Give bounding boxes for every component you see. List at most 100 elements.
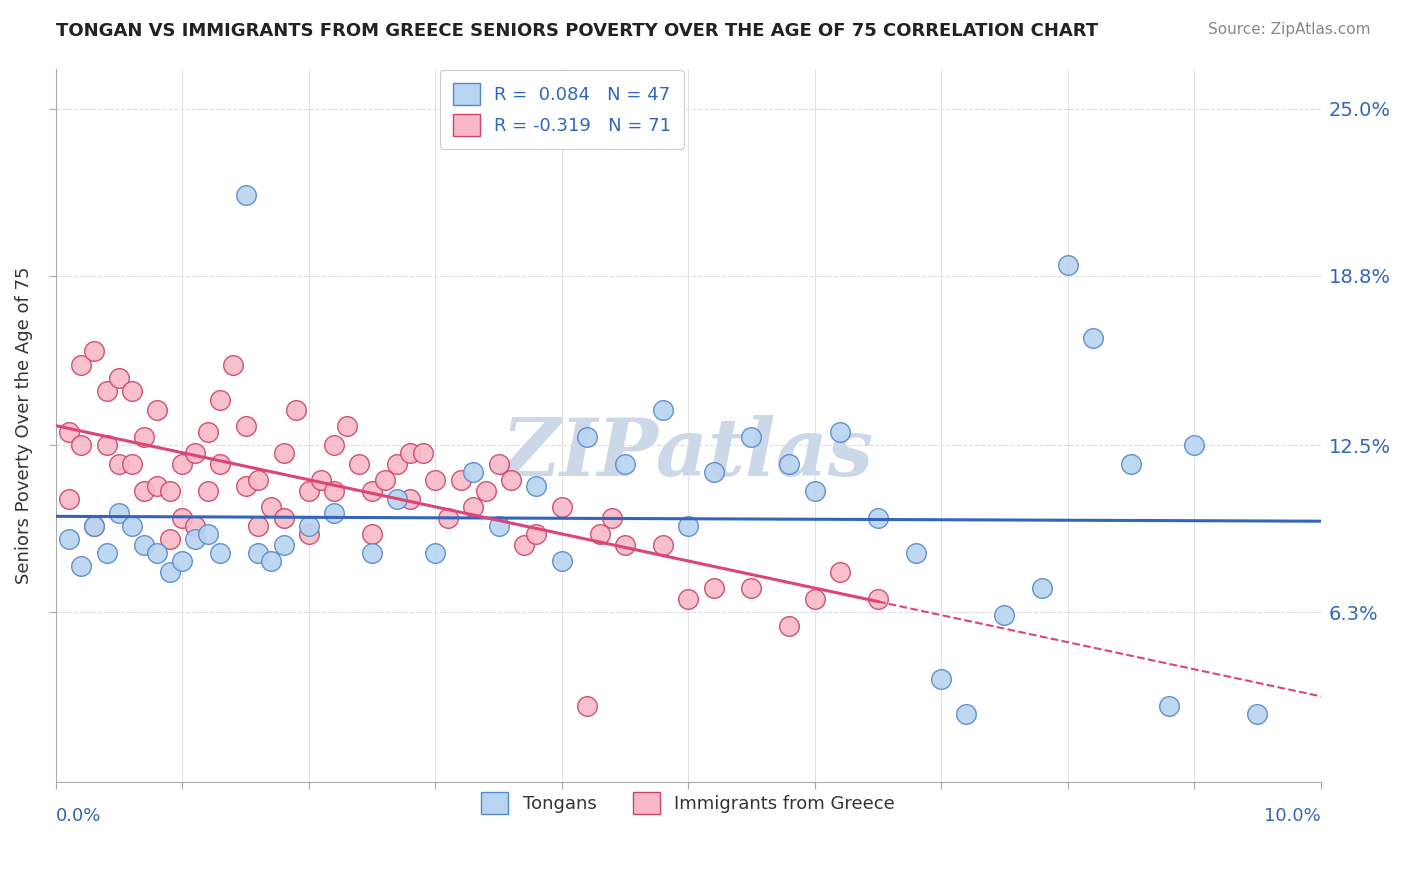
Point [134, 430, 156, 444]
Point [702, 581, 724, 595]
Point [121, 384, 143, 399]
Point [488, 519, 510, 533]
Point [1246, 707, 1268, 722]
Point [323, 438, 346, 452]
Point [828, 565, 851, 579]
Point [551, 554, 574, 568]
Point [134, 538, 156, 552]
Point [83, 519, 105, 533]
Point [108, 371, 131, 385]
Point [222, 358, 245, 372]
Point [247, 519, 270, 533]
Point [96, 546, 118, 560]
Y-axis label: Seniors Poverty Over the Age of 75: Seniors Poverty Over the Age of 75 [15, 267, 32, 584]
Point [209, 392, 232, 407]
Point [526, 478, 548, 492]
Point [866, 591, 889, 606]
Point [778, 618, 800, 632]
Point [235, 188, 257, 202]
Point [361, 484, 384, 499]
Point [437, 511, 460, 525]
Point [576, 699, 599, 714]
Point [235, 478, 257, 492]
Point [1056, 258, 1078, 272]
Point [146, 403, 169, 417]
Point [159, 565, 181, 579]
Point [323, 506, 346, 520]
Point [298, 527, 321, 541]
Point [551, 500, 574, 515]
Point [273, 511, 295, 525]
Point [676, 591, 699, 606]
Point [501, 473, 523, 487]
Point [1182, 438, 1205, 452]
Point [260, 554, 283, 568]
Point [387, 457, 409, 471]
Point [121, 457, 143, 471]
Point [463, 500, 485, 515]
Point [399, 446, 422, 460]
Point [929, 673, 952, 687]
Point [311, 473, 333, 487]
Point [475, 484, 498, 499]
Point [96, 438, 118, 452]
Point [108, 457, 131, 471]
Point [298, 484, 321, 499]
Point [197, 484, 219, 499]
Text: ZIPatlas: ZIPatlas [502, 415, 875, 492]
Point [1081, 331, 1104, 345]
Point [83, 519, 105, 533]
Point [58, 533, 80, 547]
Point [70, 559, 93, 574]
Point [209, 457, 232, 471]
Point [146, 546, 169, 560]
Point [108, 506, 131, 520]
Text: 0.0%: 0.0% [56, 807, 101, 825]
Point [702, 465, 724, 479]
Point [146, 478, 169, 492]
Point [463, 465, 485, 479]
Point [866, 511, 889, 525]
Point [513, 538, 536, 552]
Point [184, 533, 207, 547]
Point [1031, 581, 1053, 595]
Point [778, 457, 800, 471]
Point [602, 511, 624, 525]
Text: 10.0%: 10.0% [1264, 807, 1320, 825]
Point [83, 344, 105, 359]
Point [740, 430, 762, 444]
Point [652, 538, 675, 552]
Point [614, 538, 637, 552]
Point [260, 500, 283, 515]
Point [172, 554, 194, 568]
Point [209, 546, 232, 560]
Point [273, 538, 295, 552]
Point [247, 473, 270, 487]
Point [803, 484, 825, 499]
Point [70, 438, 93, 452]
Point [159, 533, 181, 547]
Text: Source: ZipAtlas.com: Source: ZipAtlas.com [1208, 22, 1371, 37]
Point [134, 484, 156, 499]
Point [803, 591, 825, 606]
Point [58, 425, 80, 439]
Point [450, 473, 472, 487]
Point [197, 425, 219, 439]
Point [336, 419, 359, 434]
Point [361, 546, 384, 560]
Point [576, 430, 599, 444]
Point [298, 519, 321, 533]
Point [323, 484, 346, 499]
Point [387, 492, 409, 507]
Point [955, 707, 977, 722]
Point [172, 457, 194, 471]
Point [172, 511, 194, 525]
Point [828, 425, 851, 439]
Point [247, 546, 270, 560]
Point [121, 519, 143, 533]
Point [197, 527, 219, 541]
Point [235, 419, 257, 434]
Point [70, 358, 93, 372]
Point [159, 484, 181, 499]
Point [1119, 457, 1142, 471]
